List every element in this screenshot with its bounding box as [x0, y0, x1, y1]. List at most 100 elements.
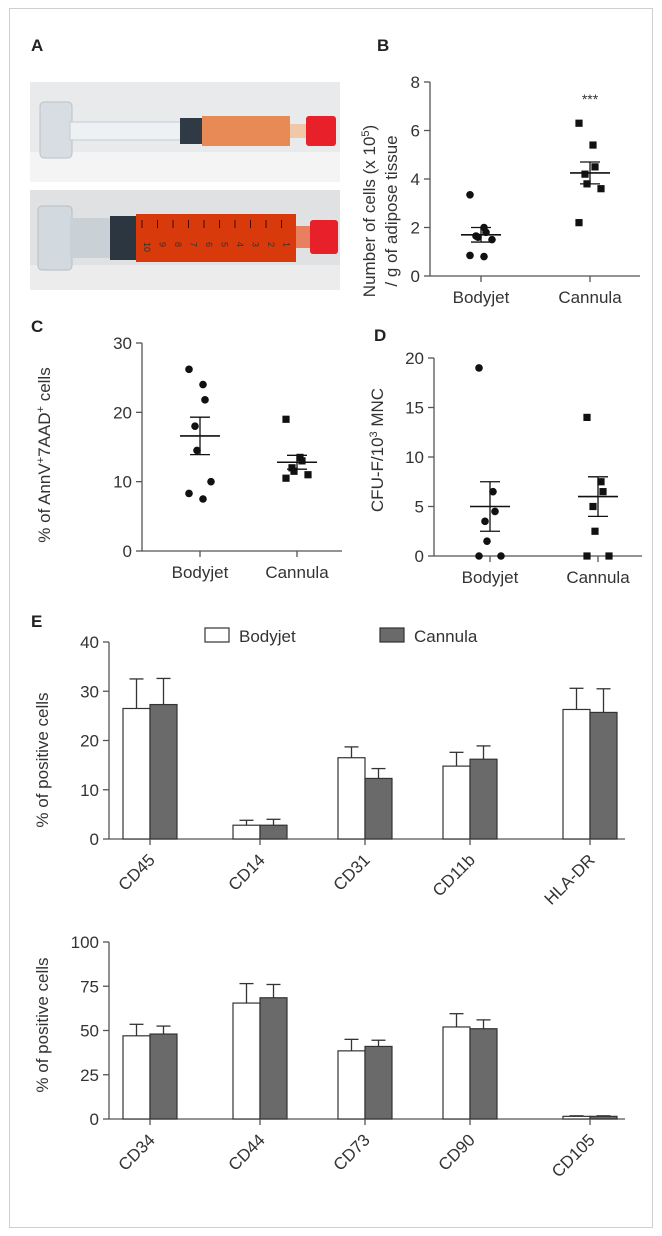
chart-d-x-tick-label: Cannula — [566, 568, 630, 587]
chart-d-y-tick-label: 20 — [405, 349, 424, 368]
chart-b-point — [597, 185, 605, 193]
chart-e-bottom-y-tick-label: 75 — [80, 977, 99, 996]
chart-c: % of AnnV+7AAD+ cells 0 10 20 30 Bodyjet Cann… — [30, 330, 350, 600]
chart-c-point — [185, 365, 193, 374]
chart-d-point — [483, 537, 491, 545]
chart-c-point — [207, 477, 215, 486]
chart-e-bottom-x-tick-label: CD73 — [330, 1130, 374, 1174]
chart-e-bottom-bar — [562, 1115, 591, 1120]
chart-b-ylabel-line2: / g of adipose tissue — [382, 135, 401, 286]
chart-e-top-ylabel: % of positive cells — [33, 692, 52, 827]
chart-e-bottom-y-tick-label: 100 — [71, 933, 99, 952]
chart-e-top-bar — [589, 711, 618, 840]
chart-e-top-bar — [469, 758, 498, 840]
chart-e-bottom-x-tick-label: CD34 — [115, 1130, 159, 1174]
chart-d-point — [489, 487, 497, 496]
legend-swatch-cannula — [379, 627, 405, 643]
chart-e-top-bar — [337, 757, 366, 840]
chart-e-top-x-tick-label: CD31 — [330, 850, 374, 894]
chart-e-top-y-tick-label: 10 — [80, 781, 99, 800]
chart-e-top-bar — [232, 824, 261, 840]
chart-d-point — [599, 488, 607, 496]
chart-e-bottom-bar — [122, 1035, 151, 1120]
chart-d-point — [583, 413, 591, 421]
chart-b-point — [575, 119, 583, 127]
chart-e-bottom-x-tick-label: CD44 — [225, 1130, 269, 1174]
chart-d-y-tick-label: 0 — [415, 547, 424, 566]
chart-d-point — [481, 517, 489, 526]
chart-e-bottom-bar — [149, 1033, 178, 1120]
chart-d-x-tick-label: Bodyjet — [462, 568, 519, 587]
chart-e-top-bar — [149, 703, 178, 840]
chart-b-y-tick-label: 6 — [411, 122, 420, 141]
scale-number: 10 — [142, 242, 152, 252]
chart-d-point — [583, 552, 591, 560]
legend-label-cannula: Cannula — [414, 627, 478, 646]
syringe-photo-top — [30, 82, 340, 182]
chart-c-point — [193, 446, 201, 455]
chart-c-point — [298, 457, 306, 465]
chart-e-bottom-x-tick-label: CD90 — [435, 1130, 479, 1174]
chart-b-point — [466, 190, 474, 199]
scale-number: 4 — [235, 242, 245, 247]
chart-e-bottom-y-tick-label: 50 — [80, 1022, 99, 1041]
chart-e-bottom-bar — [232, 1002, 261, 1120]
chart-e-top-y-tick-label: 0 — [90, 830, 99, 849]
panel-label-b: B — [377, 36, 390, 55]
chart-b-point — [581, 170, 589, 178]
chart-c-point — [199, 380, 207, 389]
chart-e-top-x-tick-label: CD14 — [225, 850, 269, 894]
chart-e-bottom-bar — [589, 1115, 618, 1120]
chart-e-bottom-bar — [364, 1045, 393, 1120]
chart-c-y-tick-label: 20 — [113, 403, 132, 422]
chart-e-top-x-tick-label: HLA-DR — [541, 850, 599, 908]
chart-b-point — [466, 251, 474, 260]
chart-c-y-tick-label: 0 — [123, 542, 132, 561]
chart-e-bottom-x-tick-label: CD105 — [548, 1130, 599, 1181]
chart-e-top: % of positive cells 0 10 20 30 40 CD45 CD14 CD3… — [20, 600, 640, 920]
chart-b-y-tick-label: 8 — [411, 73, 420, 92]
chart-c-point — [290, 467, 298, 475]
chart-e-top-bar — [259, 824, 288, 840]
chart-b-point — [480, 252, 488, 261]
syringe-photo-bottom: 10 9 8 7 6 5 4 3 2 1 — [30, 190, 340, 290]
chart-c-point — [191, 422, 199, 430]
chart-b-x-tick-label: Bodyjet — [453, 288, 510, 307]
legend-label-bodyjet: Bodyjet — [239, 627, 296, 646]
chart-e-bottom-y-tick-label: 0 — [90, 1110, 99, 1129]
chart-e-bottom: % of positive cells 0 25 50 75 100 CD34 CD44 CD… — [20, 920, 640, 1226]
chart-e-bottom-bar — [469, 1028, 498, 1120]
chart-c-ylabel: % of AnnV+7AAD+ cells — [35, 367, 54, 542]
chart-c-x-tick-label: Bodyjet — [172, 563, 229, 582]
chart-c-point — [304, 471, 312, 479]
figure-frame — [9, 8, 653, 1228]
scale-number: 6 — [204, 242, 214, 247]
chart-c-point — [282, 415, 290, 423]
chart-e-top-y-tick-label: 20 — [80, 732, 99, 751]
chart-e-top-bar — [562, 708, 591, 840]
top-syringe-fill — [202, 116, 290, 146]
scale-number: 5 — [220, 242, 230, 247]
chart-d-y-tick-label: 15 — [405, 399, 424, 418]
panel-label-c: C — [31, 317, 44, 336]
panel-label-d: D — [374, 326, 387, 345]
scale-number: 7 — [189, 242, 199, 247]
chart-b-ylabel-line1: Number of cells (x 105) — [360, 125, 379, 297]
panel-label-e: E — [31, 612, 43, 631]
chart-d-point — [491, 507, 499, 516]
bottom-syringe-fill — [136, 214, 296, 262]
chart-b-y-tick-label: 2 — [411, 219, 420, 238]
chart-b-point — [591, 163, 599, 171]
chart-d-ylabel: CFU-F/103 MNC — [368, 388, 387, 512]
chart-b-y-tick-label: 4 — [411, 170, 420, 189]
chart-e-top-x-tick-label: CD45 — [115, 850, 159, 894]
chart-d-y-tick-label: 5 — [415, 498, 424, 517]
chart-e-top-bar — [364, 777, 393, 840]
chart-e-bottom-ylabel: % of positive cells — [33, 957, 52, 1092]
chart-c-point — [282, 474, 290, 482]
chart-c-point — [201, 396, 209, 404]
chart-c-y-tick-label: 30 — [113, 334, 132, 353]
scale-number: 2 — [266, 242, 276, 247]
chart-d-point — [475, 552, 483, 560]
scale-number: 8 — [173, 242, 183, 247]
